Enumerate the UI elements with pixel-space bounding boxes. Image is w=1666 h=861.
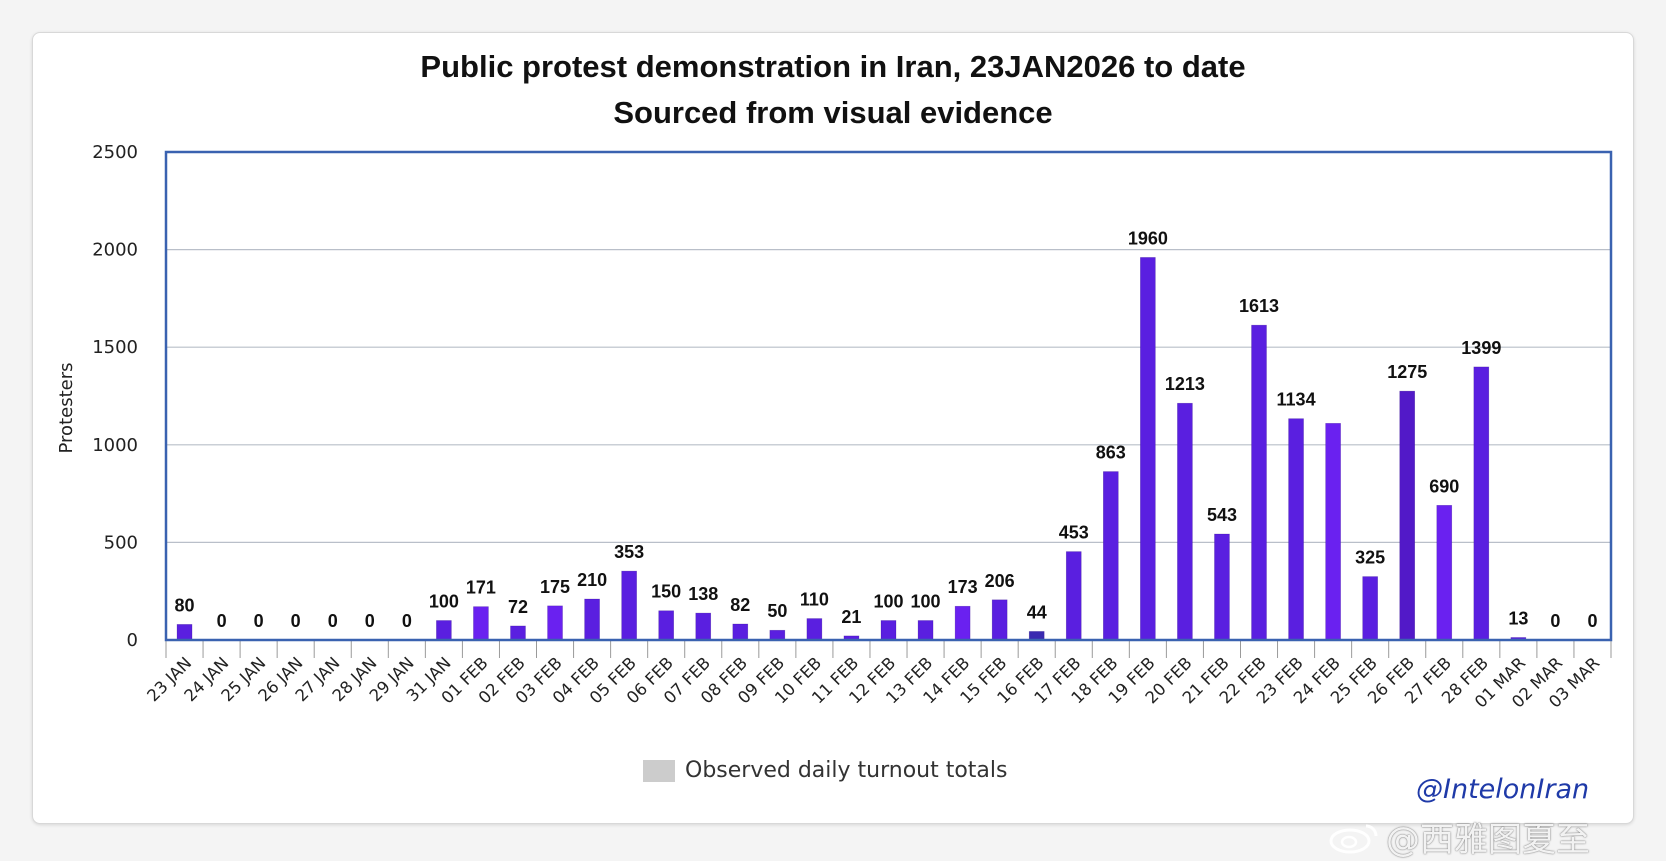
- bar-value-label: 0: [217, 611, 227, 631]
- bar-value-label: 453: [1059, 523, 1089, 543]
- bar-value-label: 0: [254, 611, 264, 631]
- bar: [1399, 390, 1416, 641]
- bar: [1325, 423, 1341, 641]
- chart-subtitle: Sourced from visual evidence: [613, 95, 1053, 130]
- bar: [1288, 418, 1304, 641]
- y-tick-label: 0: [127, 630, 138, 651]
- bar: [621, 570, 637, 641]
- bar: [695, 612, 712, 641]
- bar-value-label: 863: [1096, 443, 1126, 463]
- bar: [1177, 402, 1193, 641]
- y-tick-label: 500: [104, 532, 138, 553]
- bar-value-label: 21: [841, 607, 861, 627]
- bar-value-label: 1613: [1239, 296, 1279, 316]
- bar-value-label: 0: [291, 611, 301, 631]
- weibo-logo-icon: [1329, 824, 1378, 853]
- bar-value-label: 100: [873, 591, 903, 611]
- bar-value-label: 1960: [1128, 228, 1168, 248]
- plot-area-border: [164, 150, 1613, 642]
- chart-title: Public protest demonstration in Iran, 23…: [420, 49, 1246, 84]
- bar: [473, 606, 489, 641]
- chart-card: [32, 32, 1634, 824]
- bar-value-label: 543: [1207, 505, 1237, 525]
- bar: [436, 620, 452, 641]
- bar: [732, 623, 749, 641]
- chart-title-block: Public protest demonstration in Iran, 23…: [0, 44, 1666, 136]
- author-handle: @IntelonIran: [1416, 774, 1590, 805]
- watermark: @西雅图夏至: [1328, 812, 1590, 861]
- y-axis-title: Protesters: [56, 363, 77, 454]
- bar-value-label: 150: [651, 582, 681, 602]
- bar-value-label: 1275: [1387, 362, 1427, 382]
- bar: [1473, 366, 1490, 641]
- bar-value-label: 171: [466, 578, 496, 598]
- y-tick-label: 2000: [92, 240, 138, 261]
- bar-value-label: 206: [985, 571, 1015, 591]
- bar: [510, 625, 526, 641]
- bar: [1214, 533, 1230, 641]
- bar-value-label: 0: [328, 611, 338, 631]
- legend-swatch: [643, 759, 675, 782]
- bar: [917, 620, 934, 641]
- legend-label: Observed daily turnout totals: [685, 758, 1008, 783]
- bar: [880, 620, 897, 641]
- bar-value-label: 44: [1027, 602, 1047, 622]
- bar-value-label: 72: [508, 597, 528, 617]
- bar-value-label: 100: [429, 591, 459, 611]
- bar-value-label: 100: [911, 591, 941, 611]
- bar: [991, 599, 1008, 641]
- bar: [547, 605, 563, 641]
- bar-value-label: 110: [800, 590, 829, 610]
- bar: [1436, 505, 1453, 641]
- bar-value-label: 0: [1550, 611, 1560, 631]
- bar-value-label: 173: [948, 577, 978, 597]
- bar-value-label: 82: [730, 595, 750, 615]
- bar: [769, 629, 786, 641]
- bar-value-label: 80: [175, 595, 195, 615]
- bar: [806, 618, 823, 641]
- bar-value-label: 0: [402, 611, 412, 631]
- chart-legend: Observed daily turnout totals: [643, 758, 1007, 783]
- bar: [658, 610, 674, 641]
- bar-value-label: 353: [614, 542, 644, 562]
- bar: [1140, 257, 1156, 641]
- bar-value-label: 13: [1508, 608, 1528, 628]
- bar-value-label: 325: [1355, 548, 1385, 568]
- bar-value-label: 0: [365, 611, 375, 631]
- bar-value-label: 1399: [1461, 338, 1501, 358]
- bar: [1251, 324, 1267, 641]
- bar-value-label: 1134: [1277, 390, 1316, 410]
- bar: [954, 605, 971, 641]
- bar-value-label: 138: [688, 584, 718, 604]
- bar: [1362, 576, 1378, 641]
- bar: [1103, 471, 1119, 641]
- bar: [584, 598, 600, 641]
- bar: [1028, 631, 1045, 641]
- bar: [1065, 551, 1082, 641]
- y-tick-label: 1000: [92, 435, 138, 456]
- watermark-text: @西雅图夏至: [1386, 820, 1590, 860]
- y-tick-label: 1500: [92, 337, 138, 358]
- bar-value-label: 690: [1429, 476, 1459, 496]
- bar-value-label: 50: [767, 601, 787, 621]
- bar-value-label: 175: [540, 577, 570, 597]
- bar-value-label: 0: [1587, 611, 1597, 631]
- bar-value-label: 1213: [1165, 374, 1205, 394]
- y-tick-label: 2500: [92, 142, 138, 163]
- bar: [176, 624, 193, 641]
- bar-value-label: 210: [577, 570, 607, 590]
